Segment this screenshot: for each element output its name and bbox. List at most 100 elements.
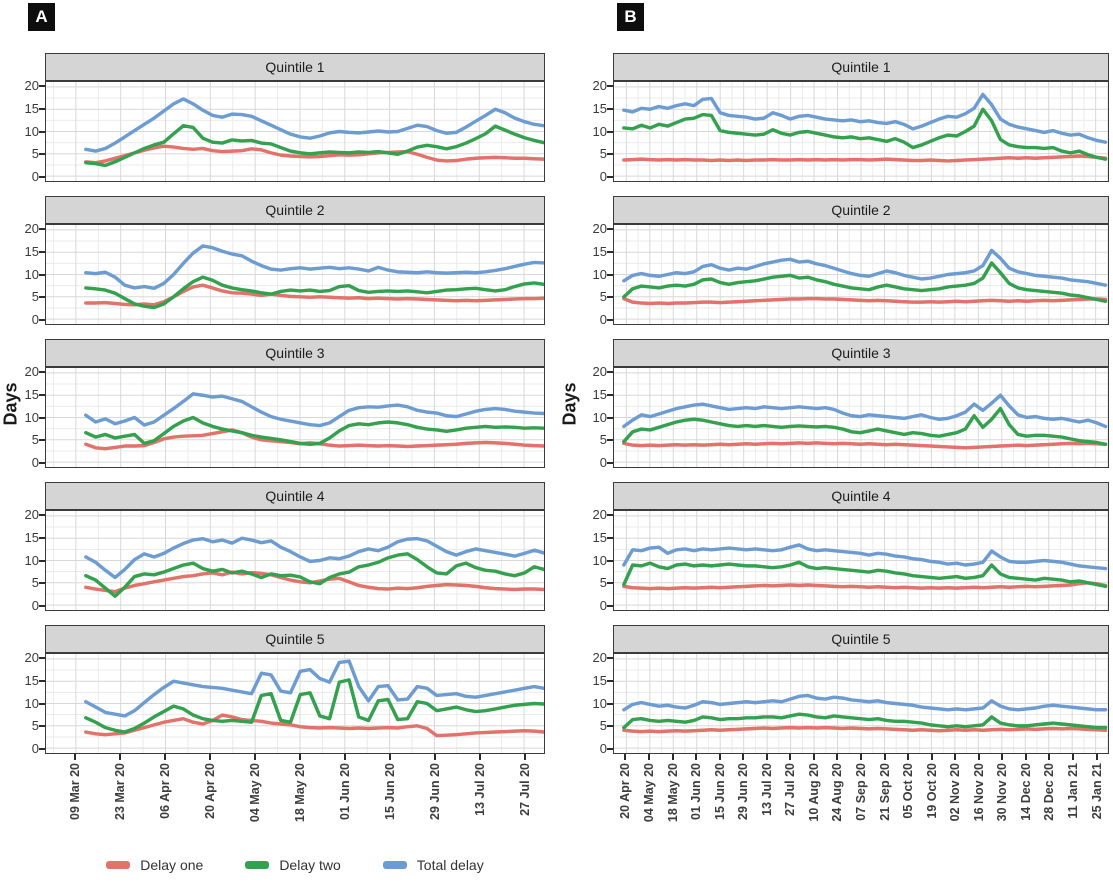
facet-title: Quintile 4 [831,488,891,504]
y-tick-mark [607,657,613,659]
legend-item-label: Total delay [416,857,484,873]
y-tick-mark [607,725,613,728]
facet-plot [45,224,545,325]
facet-chart [46,368,544,467]
y-tick-mark [607,559,613,562]
y-tick-label: 5 [31,718,39,734]
y-tick-mark [39,416,45,419]
y-tick-label: 5 [31,575,39,591]
facet-title: Quintile 5 [831,631,891,647]
x-tick-label: 21 Sep 20 [877,763,892,821]
x-tick-label: 07 Sep 20 [854,763,868,821]
total-delay-swatch [382,861,407,869]
y-tick-mark [39,536,45,539]
x-tick-label: 13 Jul 20 [759,763,774,816]
x-tick-label: 05 Oct 20 [901,763,916,819]
y-tick-label: 20 [592,78,607,93]
total-delay-line [84,244,544,291]
x-tick-label: 15 Jun 20 [712,763,727,820]
x-tick-label: 23 Mar 20 [113,763,127,820]
y-tick-label: 0 [31,169,39,184]
facet-chart [46,654,544,753]
x-tick-mark [344,754,346,760]
x-tick-mark [524,754,526,760]
y-tick-mark [39,176,45,178]
facet-plot [613,224,1109,325]
x-tick-label: 29 Jun 20 [736,763,751,820]
facet-plot [45,367,545,468]
facet-plot [45,510,545,611]
x-tick-label: 27 Jul 20 [783,763,798,816]
y-tick-label: 10 [592,695,607,711]
panel-b-label: B [617,3,644,31]
y-tick-label: 10 [24,266,39,282]
delay-two-line [622,712,1108,730]
facet-plot [613,510,1109,611]
x-tick-label: 06 Apr 20 [158,763,172,819]
total-delay-line [84,536,544,580]
y-tick-label: 15 [592,386,607,402]
facet-title: Quintile 2 [265,202,325,218]
x-tick-mark [695,754,698,760]
y-tick-mark [39,702,45,705]
total-delay-line [622,248,1108,287]
y-tick-label: 20 [592,650,607,665]
facet-plot [613,367,1109,468]
y-tick-label: 5 [599,432,607,448]
total-delay-line [622,693,1108,712]
y-tick-label: 15 [592,100,607,116]
y-tick-label: 5 [31,289,39,305]
y-tick-mark [39,605,45,607]
y-tick-mark [39,462,45,464]
x-tick-mark [624,754,627,760]
y-tick-label: 0 [31,741,39,756]
x-tick-mark [836,754,839,760]
facet-chart [46,82,544,181]
y-tick-mark [607,176,613,178]
facet-strip: Quintile 3 [45,339,545,367]
y-tick-label: 5 [31,432,39,448]
delay-two-line [84,415,544,446]
x-tick-label: 11 Jan 21 [1066,763,1081,819]
facet-plot [613,81,1109,182]
x-tick-label: 02 Nov 20 [948,763,963,822]
y-tick-mark [39,514,45,516]
x-tick-mark [671,754,674,760]
facet-chart [614,225,1108,324]
y-tick-label: 20 [592,364,607,379]
y-tick-mark [39,748,45,750]
y-tick-label: 10 [592,123,607,139]
total-delay-line [622,92,1108,144]
delay-one-line [84,713,544,738]
x-tick-label: 18 May 20 [293,763,307,823]
facet-title: Quintile 2 [831,202,891,218]
delay-one-line [84,144,544,165]
y-tick-mark [39,371,45,373]
y-tick-mark [39,153,45,156]
delay-two-line [84,552,544,598]
y-tick-label: 20 [24,650,39,665]
x-tick-label: 28 Dec 20 [1042,763,1057,821]
x-tick-mark [860,754,862,760]
facet-title: Quintile 4 [265,488,325,504]
y-tick-mark [607,228,613,230]
y-tick-label: 0 [599,169,607,184]
y-tick-mark [607,702,613,705]
y-tick-label: 5 [599,289,607,305]
x-tick-label: 20 Apr 20 [203,763,217,819]
total-delay-line [84,392,544,428]
delay-one-line [622,581,1108,591]
y-tick-mark [39,582,45,585]
facet-strip: Quintile 2 [45,196,545,224]
facet-strip: Quintile 1 [613,53,1109,81]
x-tick-label: 09 Mar 20 [68,763,82,820]
delay-one-line [622,441,1108,450]
y-tick-mark [39,228,45,230]
y-tick-label: 10 [24,552,39,568]
y-tick-label: 20 [24,78,39,93]
facet-title: Quintile 5 [265,631,325,647]
y-tick-mark [607,514,613,516]
x-tick-label: 16 Nov 20 [971,763,986,822]
y-tick-mark [39,657,45,659]
y-tick-label: 15 [24,529,39,545]
